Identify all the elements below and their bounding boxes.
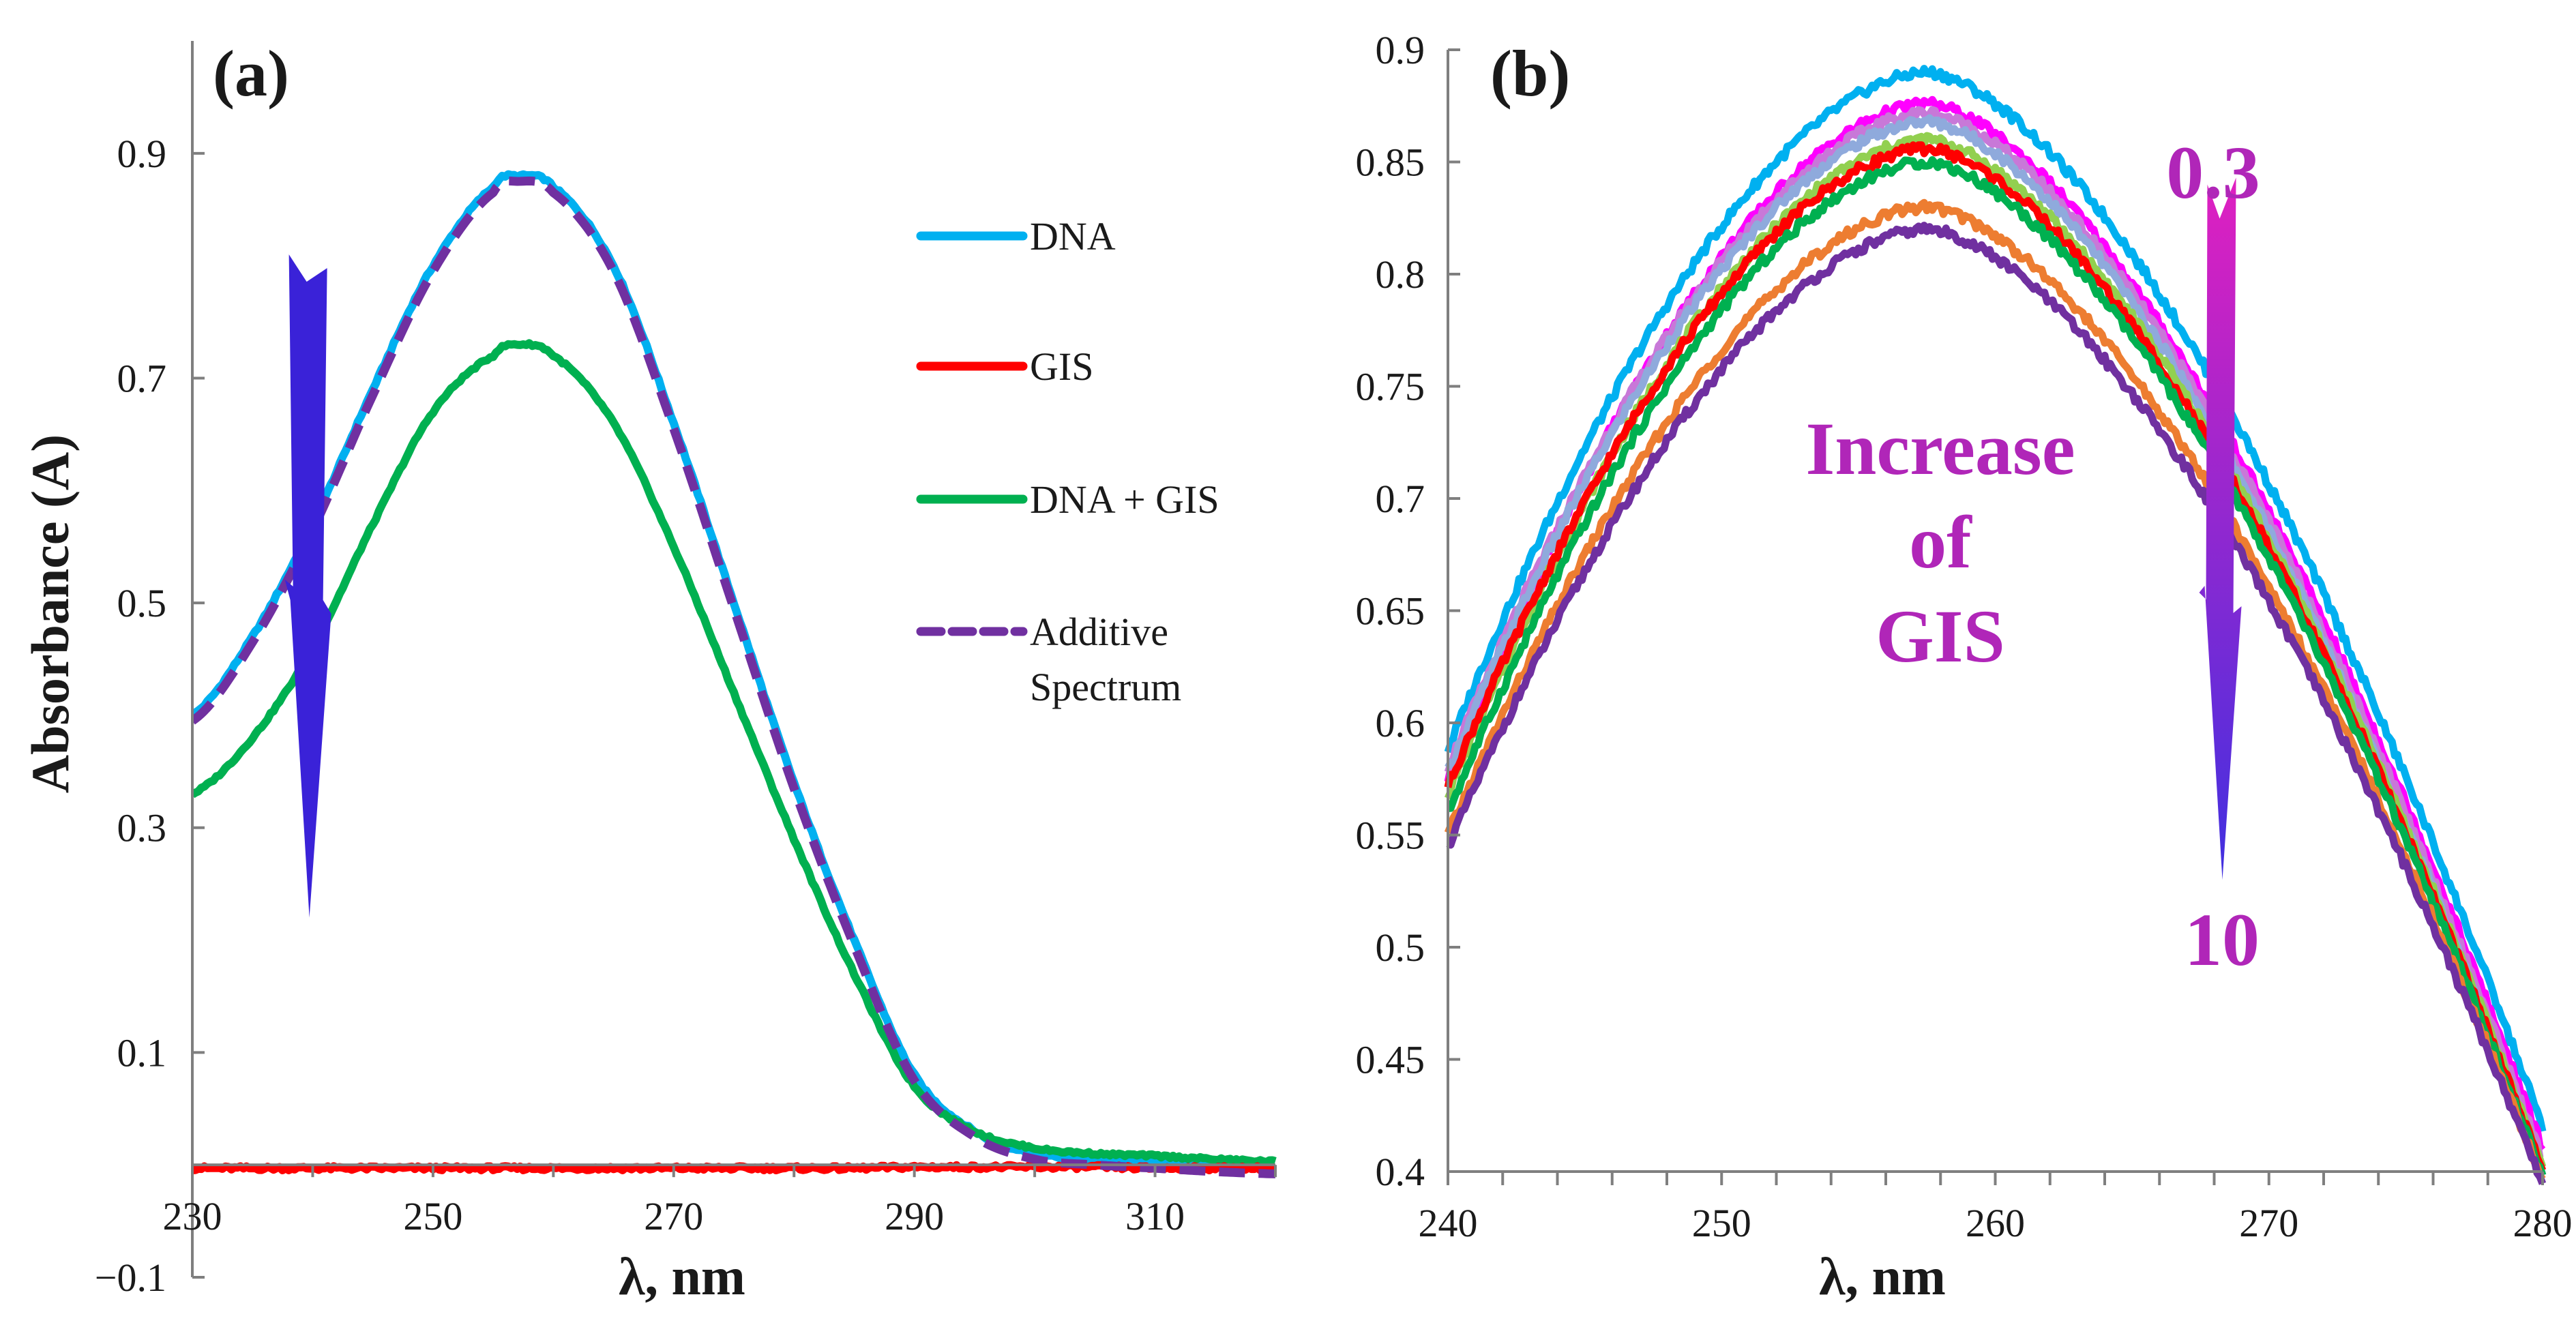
y-tick-label: 0.9 [1376,28,1425,72]
y-tick-label: 0.65 [1356,589,1425,634]
series-line-1 [1444,65,2547,1133]
panel-b-series [1444,65,2547,1185]
y-tick-label: 0.9 [117,132,167,176]
panel-a-x-tick-labels: 230 250 270 290 310 [163,1194,1185,1238]
series-line-9 [1446,222,2547,1185]
annotation-end-value: 10 [2185,898,2260,981]
y-tick-label: 0.7 [1376,477,1425,521]
y-tick-label: 0.5 [117,581,167,625]
y-tick-label: 0.1 [117,1030,167,1075]
panel-a-arrow [284,254,331,918]
annotation-of: of [1909,501,1972,584]
x-tick-label: 250 [1692,1201,1751,1245]
panel-b-x-tick-labels: 240 250 260 270 280 [1419,1201,2573,1245]
down-arrow [284,254,331,918]
series-line-8 [1444,198,2546,1182]
x-tick-label: 280 [2513,1201,2573,1245]
panel-a-label: (a) [213,37,289,110]
panel-a-y-axis-title: Absorbance (A) [20,434,80,793]
x-tick-label: 260 [1966,1201,2025,1245]
panel-b-y-tick-labels: 0.4 0.45 0.5 0.55 0.6 0.65 0.7 0.75 0.8 … [1356,28,1425,1194]
y-tick-label: 0.85 [1356,140,1425,185]
panel-b-arrow [2199,177,2242,880]
panel-a-series [191,170,1277,1178]
series-line-7 [1447,156,2547,1177]
y-tick-label: 0.5 [1376,925,1425,970]
panel-b-label: (b) [1490,37,1570,110]
y-tick-label: 0.45 [1356,1038,1425,1082]
y-tick-label: 0.75 [1356,365,1425,409]
y-tick-label: −0.1 [95,1255,166,1300]
legend-label-gis: GIS [1030,344,1093,389]
y-tick-label: 0.3 [117,806,167,850]
annotation-start-value: 0.3 [2166,131,2260,214]
x-tick-label: 310 [1125,1194,1185,1238]
panel-a-x-axis-title: λ, nm [619,1247,745,1306]
x-tick-label: 230 [163,1194,222,1238]
panel-a-y-tick-labels: −0.1 0.1 0.3 0.5 0.7 0.9 [95,132,166,1300]
panel-b: (b) 0.4 0.45 0.5 0.55 0.6 0.65 0.7 0.75 … [1356,28,2573,1306]
series-additive-spectrum-line [191,176,1277,1178]
down-arrow [2199,177,2242,880]
y-tick-label: 0.55 [1356,814,1425,858]
x-tick-label: 270 [2239,1201,2298,1245]
y-tick-label: 0.8 [1376,252,1425,297]
y-tick-label: 0.4 [1376,1150,1425,1194]
series-line-3 [1444,106,2544,1161]
panel-a-axes [191,41,1277,1279]
panel-a: (a) −0.1 0.1 0.3 0.5 0.7 0.9 230 250 270… [20,37,1277,1306]
panel-b-axes [1447,48,2544,1185]
annotation-gis: GIS [1876,595,2005,678]
y-tick-label: 0.6 [1376,701,1425,745]
x-tick-label: 240 [1419,1201,1478,1245]
series-dna-gis-line [191,339,1277,1167]
x-tick-label: 250 [403,1194,462,1238]
panel-b-x-axis-title: λ, nm [1819,1247,1946,1306]
legend-label-dna: DNA [1030,214,1116,258]
legend-label-spectrum: Spectrum [1030,665,1181,709]
panel-a-legend: DNA GIS DNA + GIS Additive Spectrum [916,214,1219,709]
x-tick-label: 290 [885,1194,944,1238]
legend-label-dna-gis: DNA + GIS [1030,477,1219,522]
x-tick-label: 270 [644,1194,703,1238]
annotation-increase: Increase [1805,407,2075,490]
y-tick-label: 0.7 [117,356,167,400]
legend-label-additive: Additive [1030,610,1168,654]
